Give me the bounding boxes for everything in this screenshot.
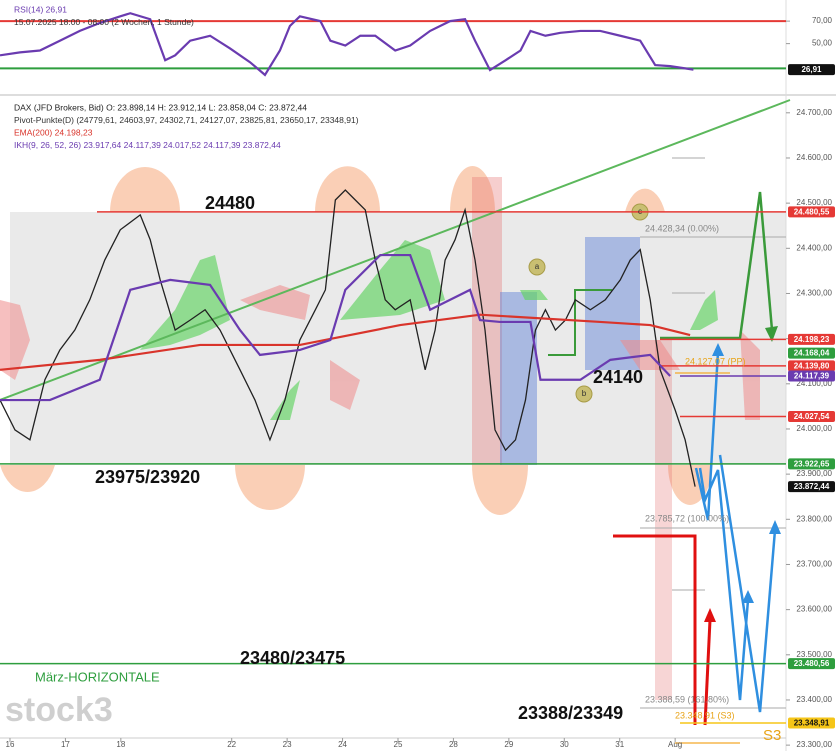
x-tick-label: 29 [504,740,513,749]
x-tick-label: 23 [283,740,292,749]
price-badge-label: 24.027,54 [794,412,830,421]
highlight-zone [655,340,672,700]
y-tick-label: 24.000,00 [796,424,832,433]
legend-entry: DAX (JFD Brokers, Bid) O: 23.898,14 H: 2… [14,102,307,112]
y-tick-label: 23.800,00 [796,514,832,523]
annotation: S3 [763,727,781,744]
series-line [0,189,696,487]
y-tick-label: 23.300,00 [796,740,832,749]
y-tick-label: 50,00 [812,39,833,48]
x-tick-label: 28 [449,740,458,749]
cycle-marks [0,165,712,515]
price-badge [788,206,835,218]
annotation: c [638,207,642,216]
y-tick-label: 23.500,00 [796,650,832,659]
y-tick-label: 24.300,00 [796,289,832,298]
legend-entry: IKH(9, 26, 52, 26) 23.917,64 24.117,39 2… [14,140,281,150]
price-badge-label: 26,91 [801,65,822,74]
legend-entry: Pivot-Punkte(D) (24779,61, 24603,97, 243… [14,115,359,125]
price-badge [788,481,835,493]
annotation: 24140 [593,367,643,387]
annotation: a [535,262,540,271]
projection [703,619,712,726]
price-badge-label: 24.198,23 [794,335,830,344]
annotation: 23975/23920 [95,467,200,487]
price-badge-label: 23.872,44 [794,482,830,491]
projection [613,534,697,725]
y-tick-label: 23.400,00 [796,695,832,704]
y-tick-label: 24.700,00 [796,108,832,117]
price-badge-label: 23.348,91 [794,719,830,728]
arrow-head [704,608,716,622]
annotation: 23.348,91 (S3) [675,710,735,720]
annotation: 23388/23349 [518,703,623,723]
price-badge-label: 24.117,39 [794,372,830,381]
series-line [0,313,691,371]
price-badge [788,411,835,423]
fib-lines [640,157,786,709]
annotation: 24.127,07 (PP) [685,356,746,366]
price-badge [788,370,835,382]
annotation: 23.388,59 (161.80%) [645,694,729,704]
x-tick-label: Aug [668,740,682,749]
x-tick-label: 17 [61,740,70,749]
annotation: 23.785,72 (100.00%) [645,513,729,523]
pivot-markers [675,372,740,744]
price-badge-label: 24.168,04 [794,349,830,358]
series-line [0,253,671,402]
y-tick-label: 70,00 [812,16,833,25]
price-badge [788,360,835,372]
x-tick-label: 25 [394,740,403,749]
price-badge [788,347,835,359]
annotation: b [582,389,587,398]
price-badge-label: 23.922,65 [794,460,830,469]
annotation: 24480 [205,193,255,213]
projection [694,351,777,713]
price-badge [788,658,835,670]
legend-entry: 15.07.2025 18:00 - 08:00 (2 Wochen, 1 St… [14,17,194,27]
legend-entry: EMA(200) 24.198,23 [14,127,93,137]
watermark: stock3 [5,691,113,729]
y-tick-label: 23.600,00 [796,605,832,614]
x-tick-label: 31 [615,740,624,749]
x-tick-label: 18 [116,740,125,749]
price-badge-label: 23.480,56 [794,659,830,668]
y-tick-label: 24.600,00 [796,153,832,162]
price-badge-label: 24.139,80 [794,361,830,370]
x-tick-label: 24 [338,740,347,749]
y-tick-label: 23.700,00 [796,560,832,569]
x-tick-label: 16 [6,740,15,749]
price-badge-label: 24.480,55 [794,208,830,217]
legend-entry: RSI(14) 26,91 [14,4,67,14]
cloud [0,285,760,420]
y-tick-label: 24.100,00 [796,379,832,388]
x-tick-label: 30 [560,740,569,749]
price-badge [788,717,835,729]
x-tick-label: 22 [227,740,236,749]
price-badge [788,64,835,76]
y-tick-label: 24.500,00 [796,198,832,207]
projection [660,191,774,340]
y-tick-label: 24.400,00 [796,243,832,252]
annotation: 24.428,34 (0.00%) [645,223,719,233]
price-badge [788,333,835,345]
projection [548,289,612,356]
annotation: 23480/23475 [240,648,345,668]
y-tick-label: 23.900,00 [796,469,832,478]
series-line [0,12,694,77]
arrow-head [712,343,781,603]
trend-line [0,99,791,401]
arrow-head [765,326,778,342]
wave-marker [528,203,649,403]
annotation: März-HORIZONTALE [35,669,160,684]
price-badge [788,458,835,470]
